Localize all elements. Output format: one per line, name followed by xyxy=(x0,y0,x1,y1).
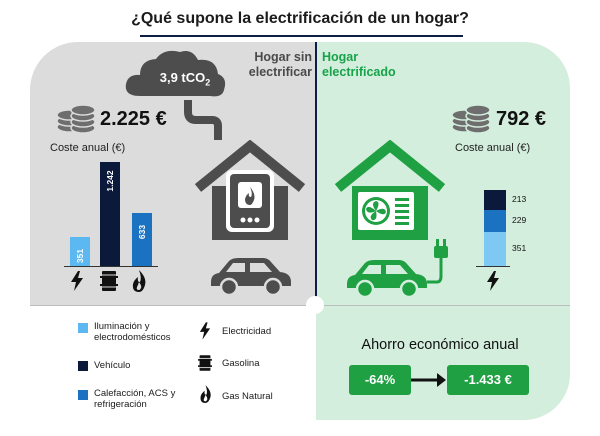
coins-icon xyxy=(451,104,491,134)
lightning-icon xyxy=(71,271,83,291)
car-icon xyxy=(211,258,291,297)
electric-car-icon xyxy=(347,239,448,299)
bar-value-label: 633 xyxy=(137,224,147,240)
stacked-value-label: 351 xyxy=(512,243,527,253)
annual-cost-right: 792 € xyxy=(496,108,547,130)
header-electrified: Hogar electrificado xyxy=(322,50,422,80)
stacked-segment xyxy=(484,210,506,232)
bar-gasolina xyxy=(100,162,120,266)
bar-value-label: 1.242 xyxy=(105,170,115,192)
flame-icon xyxy=(132,270,146,292)
header-right-line2: electrificado xyxy=(322,65,396,79)
header-right-line1: Hogar xyxy=(322,50,359,64)
legend-gasoline: Gasolina xyxy=(222,358,260,369)
page-title: ¿Qué supone la electrificación de un hog… xyxy=(131,10,469,27)
emissions-value: 3,9 tCO xyxy=(159,70,206,85)
emissions-label: 3,9 tCO2 xyxy=(130,70,240,88)
header-left-line1: Hogar sin xyxy=(254,50,312,64)
bar-gas-natural xyxy=(132,213,152,266)
cost-label-left: Coste anual (€) xyxy=(50,142,126,154)
annual-cost-left: 2.225 € xyxy=(100,108,167,130)
coins-icon xyxy=(56,104,96,134)
legend-vehicle: Vehículo xyxy=(94,360,131,371)
flame-icon xyxy=(200,385,211,403)
house-heat-pump-icon xyxy=(334,140,446,240)
header-left-line2: electrificar xyxy=(248,65,312,79)
savings-percent-box: -64% xyxy=(349,365,411,395)
legend-electricity: Electricidad xyxy=(222,326,272,337)
bar-chart-baseline xyxy=(64,266,158,267)
legend-lighting: Iluminación y electrodomésticos xyxy=(94,321,171,343)
horizontal-divider xyxy=(30,305,570,306)
center-circle xyxy=(306,296,324,314)
lightning-icon xyxy=(199,322,211,340)
header-non-electrified: Hogar sin electrificar xyxy=(220,50,312,80)
chimney-pipe-icon xyxy=(184,100,222,140)
house-boiler-icon xyxy=(194,140,306,240)
legend-heating: Calefacción, ACS y refrigeración xyxy=(94,388,176,410)
title-underline xyxy=(140,35,463,37)
bar-value-label: 351 xyxy=(75,248,85,264)
stacked-value-label: 213 xyxy=(512,194,527,204)
stacked-value-label: 229 xyxy=(512,215,527,225)
stacked-bar-chart-electrified: 351 229 213 xyxy=(480,190,540,266)
stacked-segment xyxy=(484,190,506,210)
stacked-segment xyxy=(484,232,506,266)
savings-panel xyxy=(316,306,570,420)
savings-title: Ahorro económico anual xyxy=(361,337,519,353)
cost-label-right: Coste anual (€) xyxy=(455,142,531,154)
emissions-subscript: 2 xyxy=(205,77,211,88)
legend-swatch-heating xyxy=(78,390,88,400)
bar-chart-non-electrified: 351 1.242 633 xyxy=(66,160,166,266)
legend-swatch-vehicle xyxy=(78,361,88,371)
arrow-right-icon xyxy=(411,373,446,387)
legend-natural-gas: Gas Natural xyxy=(222,391,273,402)
lightning-icon xyxy=(487,271,499,291)
stacked-bar-baseline xyxy=(476,266,510,267)
panel-divider xyxy=(315,42,317,306)
legend-swatch-lighting xyxy=(78,323,88,333)
barrel-icon xyxy=(100,271,118,291)
cloud-icon xyxy=(125,50,226,97)
barrel-icon xyxy=(198,355,212,371)
bar-electricidad xyxy=(70,237,90,266)
savings-amount-box: -1.433 € xyxy=(447,365,529,395)
